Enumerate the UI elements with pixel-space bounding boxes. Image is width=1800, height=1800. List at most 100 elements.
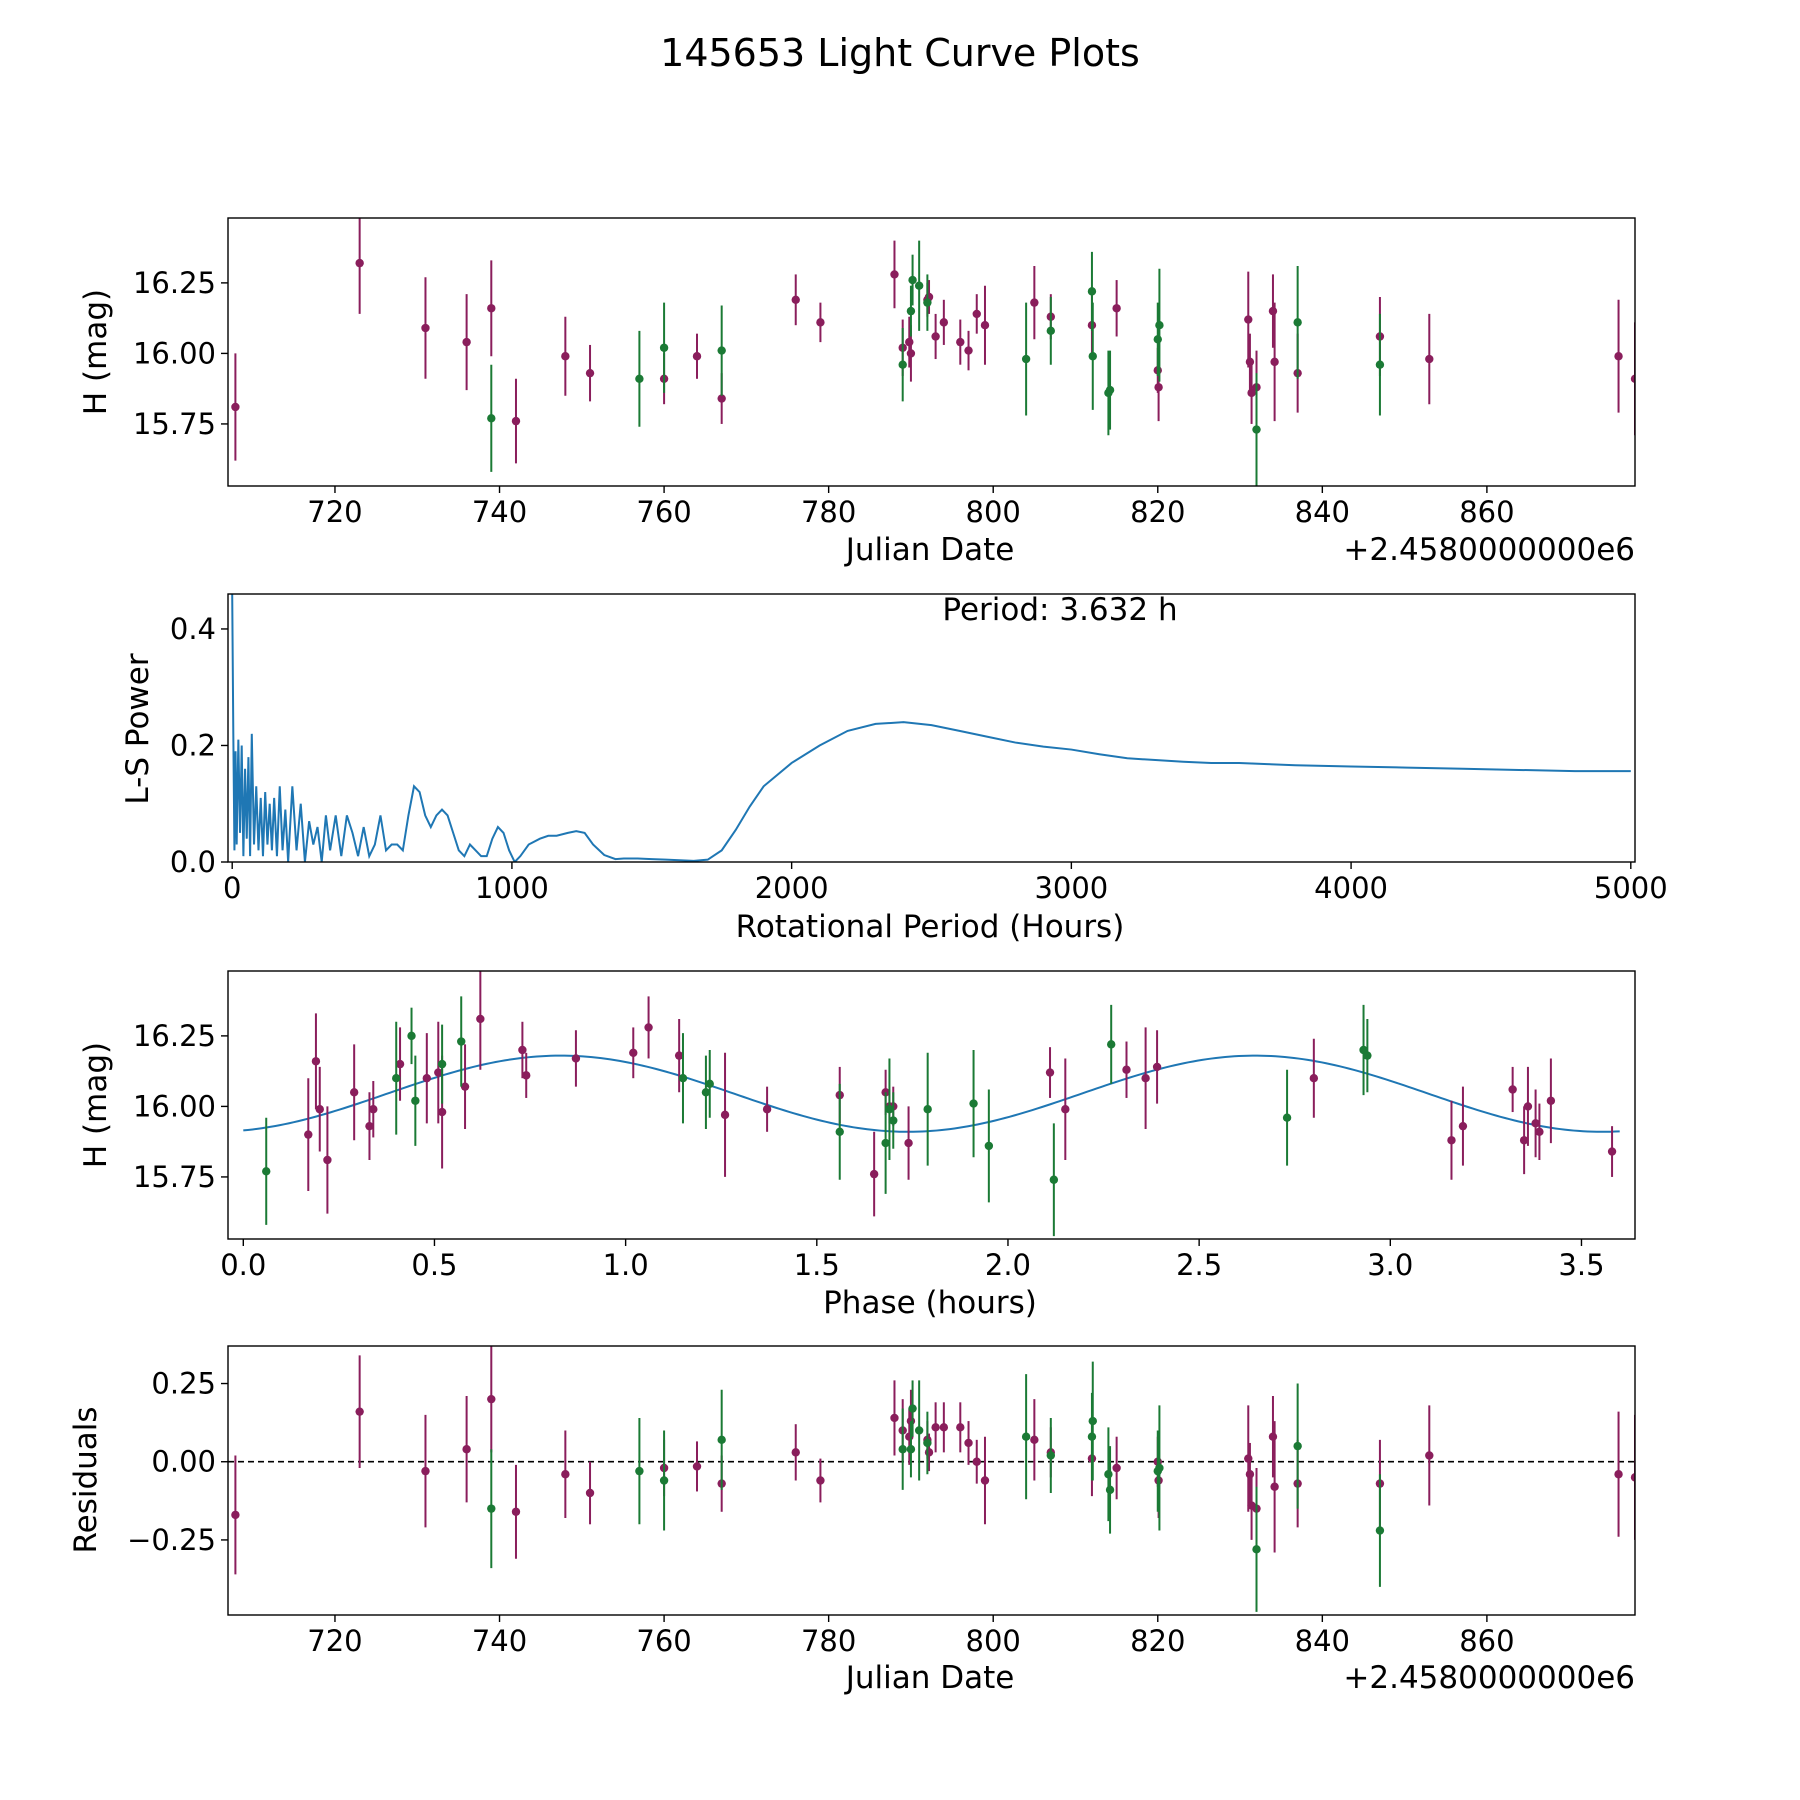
lc-point-purple xyxy=(487,260,496,357)
resid-point-purple xyxy=(816,1458,825,1503)
phase-marker xyxy=(369,1105,378,1114)
ls-frame xyxy=(227,593,1636,863)
resid-point-purple xyxy=(956,1402,965,1453)
resid-point-green xyxy=(1104,1427,1113,1522)
phase-marker xyxy=(1447,1136,1456,1145)
phase-point-green xyxy=(411,1055,420,1146)
resid-marker xyxy=(1425,1451,1434,1460)
resid-marker xyxy=(421,1466,430,1476)
lc-marker xyxy=(972,309,981,319)
phase-marker xyxy=(1122,1065,1131,1074)
lc-point-green xyxy=(908,254,917,306)
phase-point-green xyxy=(835,1083,844,1180)
resid-marker xyxy=(972,1457,981,1466)
resid-marker xyxy=(511,1507,521,1516)
lc-marker xyxy=(898,360,907,369)
resid-point-purple xyxy=(791,1424,800,1481)
lc-marker xyxy=(816,318,825,327)
lc-point-green xyxy=(635,330,644,427)
ls-xtick-label: 5000 xyxy=(1594,871,1668,905)
phase-point-purple xyxy=(1152,1030,1162,1104)
resid-marker xyxy=(1268,1432,1278,1441)
phase-marker xyxy=(407,1031,416,1041)
phase-marker xyxy=(644,1023,653,1032)
resid-marker xyxy=(1270,1482,1279,1491)
resid-point-purple xyxy=(1270,1421,1279,1553)
phase-point-green xyxy=(984,1089,994,1203)
resid-point-green xyxy=(1046,1417,1056,1494)
lc-marker xyxy=(1245,357,1255,367)
resid-marker xyxy=(659,1476,669,1485)
resid-point-purple xyxy=(421,1414,430,1528)
resid-point-green xyxy=(1293,1383,1302,1509)
ls-ytick-label: 0.4 xyxy=(170,612,216,646)
phase-point-purple xyxy=(434,1021,443,1124)
resid-marker xyxy=(898,1445,907,1454)
lc-xtick-label: 840 xyxy=(1295,495,1350,529)
lc-point-purple xyxy=(1030,265,1039,340)
phase-marker xyxy=(323,1155,332,1165)
resid-point-purple xyxy=(462,1396,471,1503)
phase-point-purple xyxy=(762,1086,772,1132)
phase-point-purple xyxy=(1523,1066,1533,1146)
phase-marker xyxy=(460,1082,470,1091)
ls-xtick-label: 4000 xyxy=(1314,871,1388,905)
resid-marker xyxy=(487,1394,496,1404)
lc-point-purple xyxy=(980,285,990,365)
resid-marker xyxy=(908,1404,917,1413)
phase-marker xyxy=(881,1138,890,1148)
phase-marker xyxy=(311,1057,321,1066)
phase-marker xyxy=(1535,1127,1544,1137)
phase-xlabel: Phase (hours) xyxy=(823,1285,1037,1321)
lc-point-purple xyxy=(931,313,940,360)
resid-plot-area xyxy=(228,1346,1635,1612)
resid-point-green xyxy=(898,1408,907,1490)
resid-marker xyxy=(939,1423,949,1432)
lc-point-purple xyxy=(692,333,702,379)
phase-point-purple xyxy=(323,1106,332,1214)
resid-marker xyxy=(791,1448,800,1457)
phase-point-purple xyxy=(1045,1047,1055,1098)
resid-point-purple xyxy=(231,1455,240,1575)
lc-marker xyxy=(908,275,917,285)
phase-marker xyxy=(674,1051,684,1060)
lc-point-green xyxy=(906,285,916,337)
lc-point-purple xyxy=(1247,361,1256,424)
resid-marker xyxy=(462,1445,471,1454)
resid-marker xyxy=(980,1476,990,1485)
ls-annotation: Period: 3.632 h xyxy=(942,592,1177,628)
resid-marker xyxy=(1375,1526,1385,1535)
resid-xtick-label: 760 xyxy=(636,1624,691,1658)
resid-frame xyxy=(227,1345,1636,1616)
phase-marker xyxy=(835,1127,844,1137)
resid-xtick-label: 860 xyxy=(1459,1624,1514,1658)
lc-marker xyxy=(1614,352,1623,361)
lc-marker xyxy=(659,343,669,352)
phase-marker xyxy=(457,1037,466,1046)
resid-point-purple xyxy=(355,1355,364,1468)
lc-marker xyxy=(1154,383,1163,392)
lc-marker xyxy=(635,374,644,383)
lc-point-purple xyxy=(905,316,914,368)
lc-xtick-label: 860 xyxy=(1459,495,1514,529)
phase-marker xyxy=(476,1014,485,1024)
phase-point-green xyxy=(705,1049,714,1118)
ls-power-line xyxy=(231,594,1631,862)
lc-point-purple xyxy=(1268,274,1278,348)
lc-marker xyxy=(905,337,914,347)
resid-point-purple xyxy=(1112,1436,1121,1500)
phase-point-purple xyxy=(629,1027,638,1079)
phase-marker xyxy=(1531,1119,1540,1128)
resid-marker xyxy=(1030,1435,1039,1445)
phase-point-green xyxy=(1282,1069,1292,1166)
lc-point-green xyxy=(659,302,669,393)
resid-point-green xyxy=(908,1380,917,1437)
lc-xtick-label: 720 xyxy=(307,495,362,529)
resid-point-green xyxy=(906,1421,916,1478)
resid-ytick-label: 0.00 xyxy=(151,1445,216,1479)
resid-marker xyxy=(1105,1485,1115,1495)
phase-xtick-label: 3.5 xyxy=(1558,1248,1604,1282)
lc-marker xyxy=(1105,385,1115,395)
lc-marker xyxy=(1293,318,1302,327)
